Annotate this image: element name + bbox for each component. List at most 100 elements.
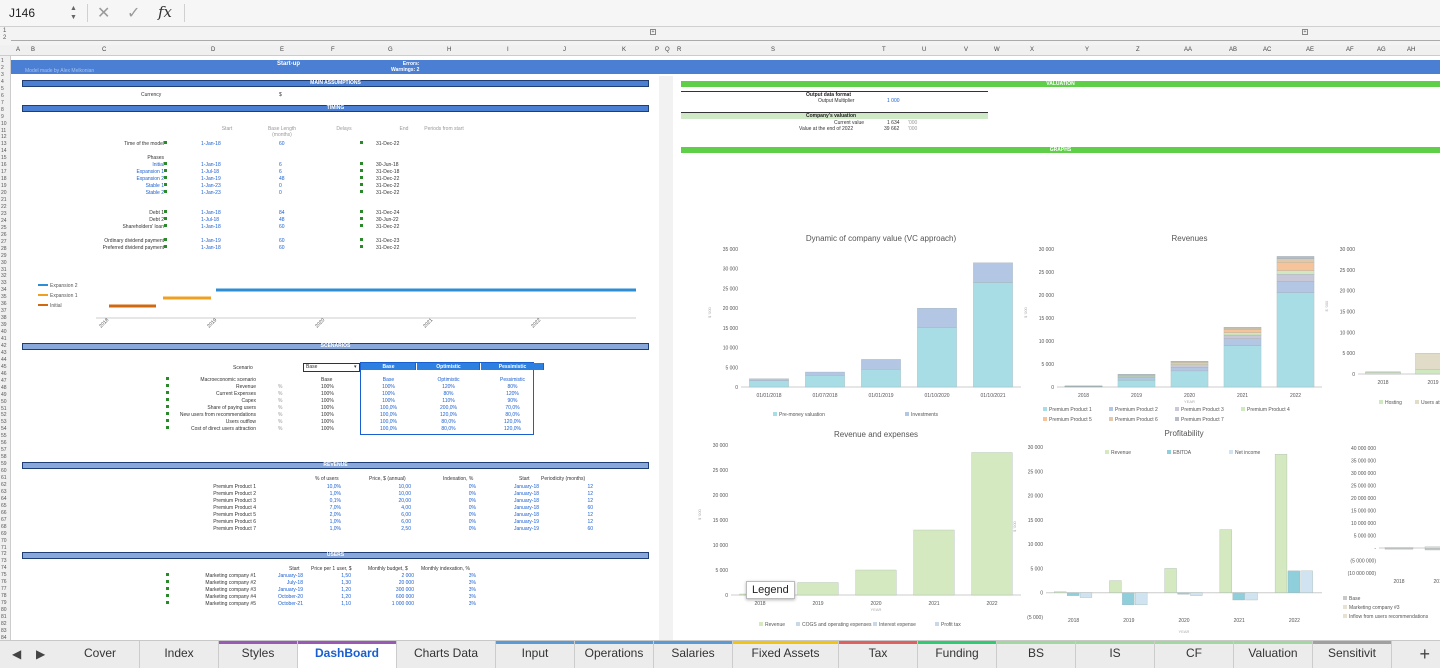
scenario-value[interactable]: 110% bbox=[442, 398, 455, 404]
revenue-share[interactable]: 1,0% bbox=[329, 519, 341, 525]
column-header[interactable]: AB bbox=[1229, 47, 1238, 53]
row-header[interactable]: 24 bbox=[1, 217, 7, 224]
sheet-tab[interactable]: BS bbox=[997, 641, 1076, 668]
group-collapse-icon[interactable]: + bbox=[650, 29, 656, 35]
column-header[interactable]: V bbox=[964, 47, 969, 53]
row-header[interactable]: 54 bbox=[1, 426, 7, 433]
users-price[interactable]: 1,50 bbox=[341, 573, 351, 579]
row-header[interactable]: 74 bbox=[1, 565, 7, 572]
scenario-value[interactable]: 120,0% bbox=[440, 412, 457, 418]
row-header[interactable]: 18 bbox=[1, 176, 7, 183]
sheet-tab[interactable]: Funding bbox=[918, 641, 997, 668]
row-header[interactable]: 19 bbox=[1, 183, 7, 190]
users-start[interactable]: July-18 bbox=[286, 580, 303, 586]
phase-row-length[interactable]: 0 bbox=[279, 183, 282, 189]
row-header[interactable]: 50 bbox=[1, 398, 7, 405]
users-indexation[interactable]: 3% bbox=[468, 587, 476, 593]
function-icon[interactable]: fx bbox=[158, 3, 173, 21]
row-header[interactable]: 26 bbox=[1, 231, 7, 238]
users-price[interactable]: 1,10 bbox=[341, 601, 351, 607]
sheet-tab[interactable]: Charts Data bbox=[397, 641, 496, 668]
prev-sheet-icon[interactable]: ◀ bbox=[12, 647, 22, 661]
row-header[interactable]: 15 bbox=[1, 155, 7, 162]
column-header[interactable]: Q bbox=[665, 47, 670, 53]
row-header[interactable]: 64 bbox=[1, 495, 7, 502]
revenue-indexation[interactable]: 0% bbox=[468, 526, 476, 532]
revenue-periodicity[interactable]: 12 bbox=[587, 498, 593, 504]
row-header[interactable]: 61 bbox=[1, 475, 7, 481]
debt-row-start[interactable]: 1-Jan-18 bbox=[201, 210, 221, 216]
row-headers[interactable]: 1 2 3 4 5 6 7 8 9 10 11 12 13 14 15 16 17 18 19 20 21 22 23 24 2… bbox=[0, 56, 11, 641]
users-indexation[interactable]: 3% bbox=[468, 573, 476, 579]
scenario-value[interactable]: 120% bbox=[442, 384, 455, 390]
scenario-value[interactable]: 100,0% bbox=[380, 412, 397, 418]
dividend-row-start[interactable]: 1-Jan-18 bbox=[201, 245, 221, 251]
revenue-price[interactable]: 10,00 bbox=[398, 484, 411, 490]
row-header[interactable]: 20 bbox=[1, 190, 7, 197]
column-header[interactable]: X bbox=[1030, 47, 1035, 53]
row-header[interactable]: 16 bbox=[1, 162, 7, 169]
row-header[interactable]: 31 bbox=[1, 266, 7, 273]
scenario-value[interactable]: 100,0% bbox=[380, 419, 397, 425]
row-header[interactable]: 7 bbox=[1, 99, 4, 106]
scenario-value[interactable]: 70,0% bbox=[505, 405, 520, 411]
column-header[interactable]: K bbox=[622, 47, 627, 53]
scenario-value[interactable]: Optimistic bbox=[437, 377, 460, 383]
row-header[interactable]: 6 bbox=[1, 92, 4, 99]
revenue-price[interactable]: 20,00 bbox=[398, 498, 411, 504]
users-start[interactable]: October-21 bbox=[277, 601, 303, 607]
phase-row-length[interactable]: 0 bbox=[279, 190, 282, 196]
revenue-start[interactable]: January-18 bbox=[513, 512, 539, 518]
row-header[interactable]: 56 bbox=[1, 440, 7, 447]
row-header[interactable]: 12 bbox=[1, 134, 7, 141]
scenario-value[interactable]: 120% bbox=[506, 391, 519, 397]
users-price[interactable]: 1,30 bbox=[341, 580, 351, 586]
scenario-value[interactable]: 100% bbox=[382, 384, 395, 390]
revenue-periodicity[interactable]: 60 bbox=[587, 526, 593, 532]
row-header[interactable]: 2 bbox=[1, 64, 4, 71]
revenue-indexation[interactable]: 0% bbox=[468, 491, 476, 497]
sheet-tab[interactable]: Cover bbox=[61, 641, 140, 668]
column-header[interactable]: P bbox=[655, 47, 660, 53]
revenue-price[interactable]: 6,00 bbox=[401, 512, 411, 518]
sheet-tab[interactable]: Input bbox=[496, 641, 575, 668]
row-header[interactable]: 68 bbox=[1, 523, 7, 530]
column-header[interactable]: Z bbox=[1136, 47, 1140, 53]
row-header[interactable]: 76 bbox=[1, 579, 7, 586]
phase-row-start[interactable]: 1-Jan-23 bbox=[201, 183, 221, 189]
revenue-share[interactable]: 1,0% bbox=[329, 491, 341, 497]
users-price[interactable]: 1,20 bbox=[341, 587, 351, 593]
row-header[interactable]: 83 bbox=[1, 627, 7, 634]
row-header[interactable]: 65 bbox=[1, 502, 7, 509]
row-header[interactable]: 49 bbox=[1, 391, 7, 398]
scenario-value[interactable]: 200,0% bbox=[440, 405, 457, 411]
revenue-periodicity[interactable]: 12 bbox=[587, 491, 593, 497]
row-header[interactable]: 9 bbox=[1, 113, 4, 120]
column-headers[interactable]: A B C D E F G H I J K P Q R S T U V W X Y Z AA AB AC AE AF AG AH bbox=[0, 45, 1440, 56]
scenario-select[interactable]: Base bbox=[303, 363, 360, 372]
users-indexation[interactable]: 3% bbox=[468, 594, 476, 600]
row-header[interactable]: 25 bbox=[1, 224, 7, 231]
phase-row-length[interactable]: 6 bbox=[279, 169, 282, 175]
phase-row-start[interactable]: 1-Jan-18 bbox=[201, 162, 221, 168]
revenue-indexation[interactable]: 0% bbox=[468, 512, 476, 518]
phase-row-length[interactable]: 6 bbox=[279, 162, 282, 168]
row-header[interactable]: 4 bbox=[1, 78, 4, 85]
name-box-stepper-icon[interactable]: ▲ ▼ bbox=[70, 5, 77, 21]
row-header[interactable]: 45 bbox=[1, 363, 7, 370]
revenue-indexation[interactable]: 0% bbox=[468, 498, 476, 504]
group-collapse-icon[interactable]: + bbox=[1302, 29, 1308, 35]
sheet-tab[interactable]: Index bbox=[140, 641, 219, 668]
column-header[interactable]: U bbox=[922, 47, 927, 53]
sheet-tab[interactable]: Operations bbox=[575, 641, 654, 668]
row-header[interactable]: 82 bbox=[1, 620, 7, 627]
row-header[interactable]: 34 bbox=[1, 287, 7, 294]
row-header[interactable]: 84 bbox=[1, 634, 7, 641]
row-header[interactable]: 72 bbox=[1, 551, 7, 558]
users-price[interactable]: 1,20 bbox=[341, 594, 351, 600]
row-header[interactable]: 78 bbox=[1, 593, 7, 600]
sheet-tab[interactable]: Sensitivit bbox=[1313, 641, 1392, 668]
scenario-value[interactable]: 80,0% bbox=[505, 412, 520, 418]
row-header[interactable]: 67 bbox=[1, 516, 7, 523]
